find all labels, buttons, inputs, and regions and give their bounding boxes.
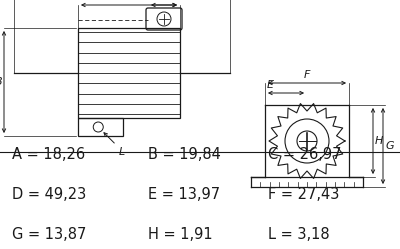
Text: A: A	[162, 0, 170, 2]
Text: G = 13,87: G = 13,87	[12, 227, 86, 242]
Text: H: H	[375, 136, 383, 146]
Text: E = 13,97: E = 13,97	[148, 187, 220, 202]
Text: D = 49,23: D = 49,23	[12, 187, 86, 202]
Text: L: L	[118, 147, 124, 157]
Text: H = 1,91: H = 1,91	[148, 227, 213, 242]
Text: G: G	[386, 141, 395, 151]
Text: A = 18,26: A = 18,26	[12, 147, 85, 162]
Text: E: E	[267, 80, 274, 90]
Bar	[78, 118, 123, 136]
Text: F = 27,43: F = 27,43	[268, 187, 339, 202]
Text: B: B	[0, 77, 2, 87]
Text: L = 3,18: L = 3,18	[268, 227, 330, 242]
Text: C: C	[117, 0, 125, 2]
Bar	[78, 28, 180, 118]
Text: C = 26,97: C = 26,97	[268, 147, 342, 162]
Text: F: F	[304, 70, 310, 80]
Text: B = 19,84: B = 19,84	[148, 147, 221, 162]
